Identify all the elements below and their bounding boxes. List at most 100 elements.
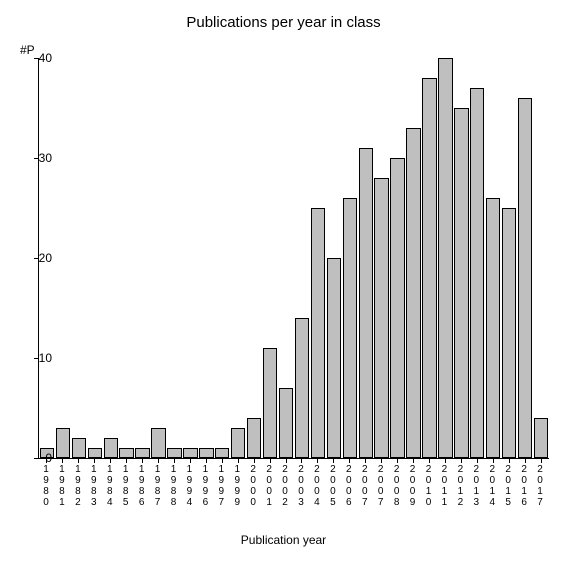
bar-slot	[310, 58, 326, 458]
bar	[151, 428, 165, 458]
xtick-label: 1996	[197, 462, 213, 508]
bar-slot	[119, 58, 135, 458]
bar	[422, 78, 436, 458]
bar	[390, 158, 404, 458]
bar	[406, 128, 420, 458]
bar	[295, 318, 309, 458]
xtick-label: 2015	[500, 462, 516, 508]
bar-slot	[326, 58, 342, 458]
ytick-label: 30	[39, 151, 52, 165]
xtick-label: 1984	[102, 462, 118, 508]
xtick-label: 2004	[309, 462, 325, 508]
bar-slot	[182, 58, 198, 458]
xtick-label: 1987	[150, 462, 166, 508]
ytick-label: 10	[39, 351, 52, 365]
ytick	[34, 458, 39, 459]
xtick-labels: 1980198119821983198419851986198719881994…	[38, 462, 548, 508]
bar	[359, 148, 373, 458]
ytick-label: 40	[39, 51, 52, 65]
xtick-label: 1988	[166, 462, 182, 508]
bar	[56, 428, 70, 458]
bar-slot	[167, 58, 183, 458]
xtick-label: 1985	[118, 462, 134, 508]
xtick-label: 1983	[86, 462, 102, 508]
xtick-label: 2001	[261, 462, 277, 508]
xtick-label: 2007	[357, 462, 373, 508]
bar-slot	[469, 58, 485, 458]
xtick-label: 1986	[134, 462, 150, 508]
xtick-label: 1982	[70, 462, 86, 508]
bar-slot	[55, 58, 71, 458]
xtick-label: 2017	[532, 462, 548, 508]
xtick-label: 2013	[468, 462, 484, 508]
bar	[279, 388, 293, 458]
xtick-label: 1994	[181, 462, 197, 508]
bar-slot	[135, 58, 151, 458]
xtick-label: 2008	[389, 462, 405, 508]
ytick-label: 20	[39, 251, 52, 265]
bar-slot	[262, 58, 278, 458]
xtick-label: 2012	[452, 462, 468, 508]
bar-slot	[422, 58, 438, 458]
xtick-label: 1999	[229, 462, 245, 508]
xaxis-label: Publication year	[0, 533, 567, 547]
bar	[502, 208, 516, 458]
bar-slot	[246, 58, 262, 458]
xtick-label: 2002	[277, 462, 293, 508]
bar-slot	[214, 58, 230, 458]
bar-slot	[87, 58, 103, 458]
bar-slot	[71, 58, 87, 458]
bar-slot	[198, 58, 214, 458]
xtick-label: 2005	[325, 462, 341, 508]
xtick-label: 2010	[421, 462, 437, 508]
xtick-label: 2000	[245, 462, 261, 508]
bar	[343, 198, 357, 458]
bar-slot	[151, 58, 167, 458]
bar-slot	[437, 58, 453, 458]
bar-slot	[406, 58, 422, 458]
bar	[534, 418, 548, 458]
bar	[135, 448, 149, 458]
bar	[104, 438, 118, 458]
xtick-label: 2016	[516, 462, 532, 508]
bar-slot	[485, 58, 501, 458]
plot-area	[38, 58, 549, 459]
xtick-label: 1981	[54, 462, 70, 508]
xtick-label: 1980	[38, 462, 54, 508]
ytick-label: 0	[45, 451, 52, 465]
bar-slot	[342, 58, 358, 458]
bar-slot	[103, 58, 119, 458]
xtick-label: 1997	[213, 462, 229, 508]
bar	[247, 418, 261, 458]
bar	[374, 178, 388, 458]
bar	[88, 448, 102, 458]
bar	[311, 208, 325, 458]
bars-group	[39, 58, 549, 458]
bar-slot	[358, 58, 374, 458]
bar-slot	[517, 58, 533, 458]
bar-slot	[230, 58, 246, 458]
xtick-label: 2006	[341, 462, 357, 508]
bar	[215, 448, 229, 458]
bar-slot	[533, 58, 549, 458]
xtick-label: 2009	[405, 462, 421, 508]
bar	[438, 58, 452, 458]
xtick-label: 2014	[484, 462, 500, 508]
bar	[231, 428, 245, 458]
bar	[327, 258, 341, 458]
bar	[167, 448, 181, 458]
bar	[470, 88, 484, 458]
yaxis-label: #P	[20, 43, 35, 57]
bar-slot	[501, 58, 517, 458]
bar	[263, 348, 277, 458]
bar	[199, 448, 213, 458]
bar-slot	[278, 58, 294, 458]
bar-slot	[453, 58, 469, 458]
bar-slot	[390, 58, 406, 458]
bar-slot	[374, 58, 390, 458]
bar	[486, 198, 500, 458]
bar	[119, 448, 133, 458]
bar-slot	[294, 58, 310, 458]
bar	[454, 108, 468, 458]
bar	[183, 448, 197, 458]
